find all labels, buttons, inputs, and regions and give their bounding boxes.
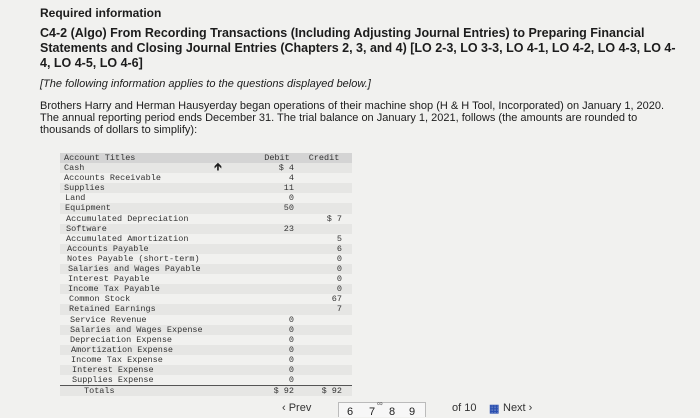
credit-amount: 0 [336, 284, 342, 295]
header-debit: Debit [264, 153, 290, 163]
account-title: Salaries and Wages Payable [68, 264, 201, 275]
account-title: Accounts Receivable [64, 173, 161, 184]
table-header: Account Titles Debit Credit [60, 153, 352, 164]
table-row: Amortization Expense 0 [60, 344, 352, 355]
question-navigation: ‹ Prev of 10 ▦ Next › [0, 402, 700, 415]
table-row: Common Stock 67 [60, 294, 352, 304]
problem-intro: Brothers Harry and Herman Hausyerday beg… [40, 100, 665, 136]
account-title: Common Stock [69, 294, 131, 305]
table-row: Depreciation Expense 0 [60, 335, 352, 345]
account-title: Notes Payable (short-term) [67, 253, 200, 264]
required-information-heading: Required information [40, 6, 162, 20]
account-title: Interest Expense [72, 364, 154, 375]
credit-amount: 7 [336, 304, 342, 315]
credit-amount: 0 [336, 274, 342, 285]
table-row: Software 23 [60, 223, 352, 234]
table-row: Salaries and Wages Expense 0 [60, 324, 352, 335]
table-row: Income Tax Payable 0 [60, 284, 352, 295]
next-button[interactable]: Next › [503, 402, 533, 414]
account-title: Amortization Expense [71, 344, 174, 355]
table-row: Land 0 [60, 193, 352, 203]
table-row: Supplies 11 [60, 183, 352, 194]
debit-amount: 11 [283, 183, 294, 194]
account-title: Land [65, 193, 86, 204]
account-title: Accounts Payable [67, 243, 149, 254]
table-row: Accumulated Amortization 5 [60, 234, 352, 244]
account-title: Accumulated Depreciation [66, 213, 189, 224]
table-row: Service Revenue 0 [60, 315, 352, 325]
table-row: Notes Payable (short-term) 0 [60, 254, 352, 264]
page-7[interactable]: 7 [369, 406, 376, 418]
account-title: Totals [84, 386, 115, 397]
account-title: Interest Payable [68, 274, 150, 285]
page-selector: ∞ 6 7 8 9 [338, 399, 426, 418]
table-row: Interest Payable 0 [60, 274, 352, 284]
page-6[interactable]: 6 [347, 406, 354, 418]
credit-amount: 0 [336, 264, 342, 275]
credit-amount: 67 [331, 294, 342, 305]
table-row: Accounts Receivable 4 [60, 173, 352, 183]
table-row: Interest Expense 0 [60, 364, 352, 376]
table-row: Supplies Expense 0 [60, 375, 352, 385]
page-9[interactable]: 9 [409, 406, 416, 418]
debit-amount: 0 [288, 193, 294, 204]
credit-amount: 6 [336, 243, 342, 254]
table-row: Cash $ 4 [60, 163, 352, 174]
table-row: Salaries and Wages Payable 0 [60, 264, 352, 275]
credit-amount: $ 7 [326, 213, 342, 224]
prev-button[interactable]: ‹ Prev [282, 402, 312, 414]
table-row: Retained Earnings 7 [60, 304, 352, 315]
account-title: Salaries and Wages Expense [70, 324, 203, 335]
info-note: [The following information applies to th… [40, 78, 371, 90]
debit-amount: 0 [288, 324, 294, 335]
table-row: Income Tax Expense 0 [60, 355, 352, 365]
debit-amount: 0 [288, 314, 294, 325]
trial-balance-table: Account Titles Debit Credit Cash $ 4 Accou… [60, 153, 352, 397]
account-title: Software [66, 223, 107, 234]
link-icon: ∞ [377, 399, 383, 408]
account-title: Depreciation Expense [70, 334, 173, 345]
debit-amount: 23 [283, 223, 294, 234]
problem-title: C4-2 (Algo) From Recording Transactions … [40, 26, 676, 70]
debit-amount: 4 [288, 173, 294, 184]
debit-amount: 50 [283, 203, 294, 214]
account-title: Income Tax Payable [68, 284, 160, 295]
debit-amount: 0 [288, 354, 294, 365]
account-title: Cash [64, 163, 85, 174]
account-title: Income Tax Expense [71, 354, 163, 365]
debit-amount: 0 [288, 344, 294, 355]
account-title: Supplies [64, 183, 105, 194]
of-total-pages: of 10 [452, 402, 477, 414]
page-8[interactable]: 8 [389, 406, 396, 418]
credit-amount: $ 92 [321, 386, 342, 397]
table-row: Equipment 50 [60, 203, 352, 214]
account-title: Accumulated Amortization [66, 233, 189, 244]
mouse-cursor-icon: 🡹 [214, 161, 222, 173]
account-title: Supplies Expense [72, 375, 154, 386]
debit-amount: 0 [288, 334, 294, 345]
debit-amount: $ 4 [278, 163, 294, 174]
account-title: Retained Earnings [69, 304, 156, 315]
account-title: Equipment [65, 203, 111, 214]
grid-icon[interactable]: ▦ [489, 403, 499, 415]
debit-amount: $ 92 [273, 386, 294, 397]
credit-amount: 5 [336, 233, 342, 244]
table-row: Accounts Payable 6 [60, 243, 352, 254]
totals-row: Totals $ 92 $ 92 [60, 385, 352, 397]
header-credit: Credit [308, 153, 340, 163]
credit-amount: 0 [336, 253, 342, 264]
account-title: Service Revenue [70, 314, 147, 325]
header-account-titles: Account Titles [64, 153, 136, 163]
debit-amount: 0 [288, 375, 294, 386]
debit-amount: 0 [288, 364, 294, 375]
table-row: Accumulated Depreciation $ 7 [60, 214, 352, 224]
